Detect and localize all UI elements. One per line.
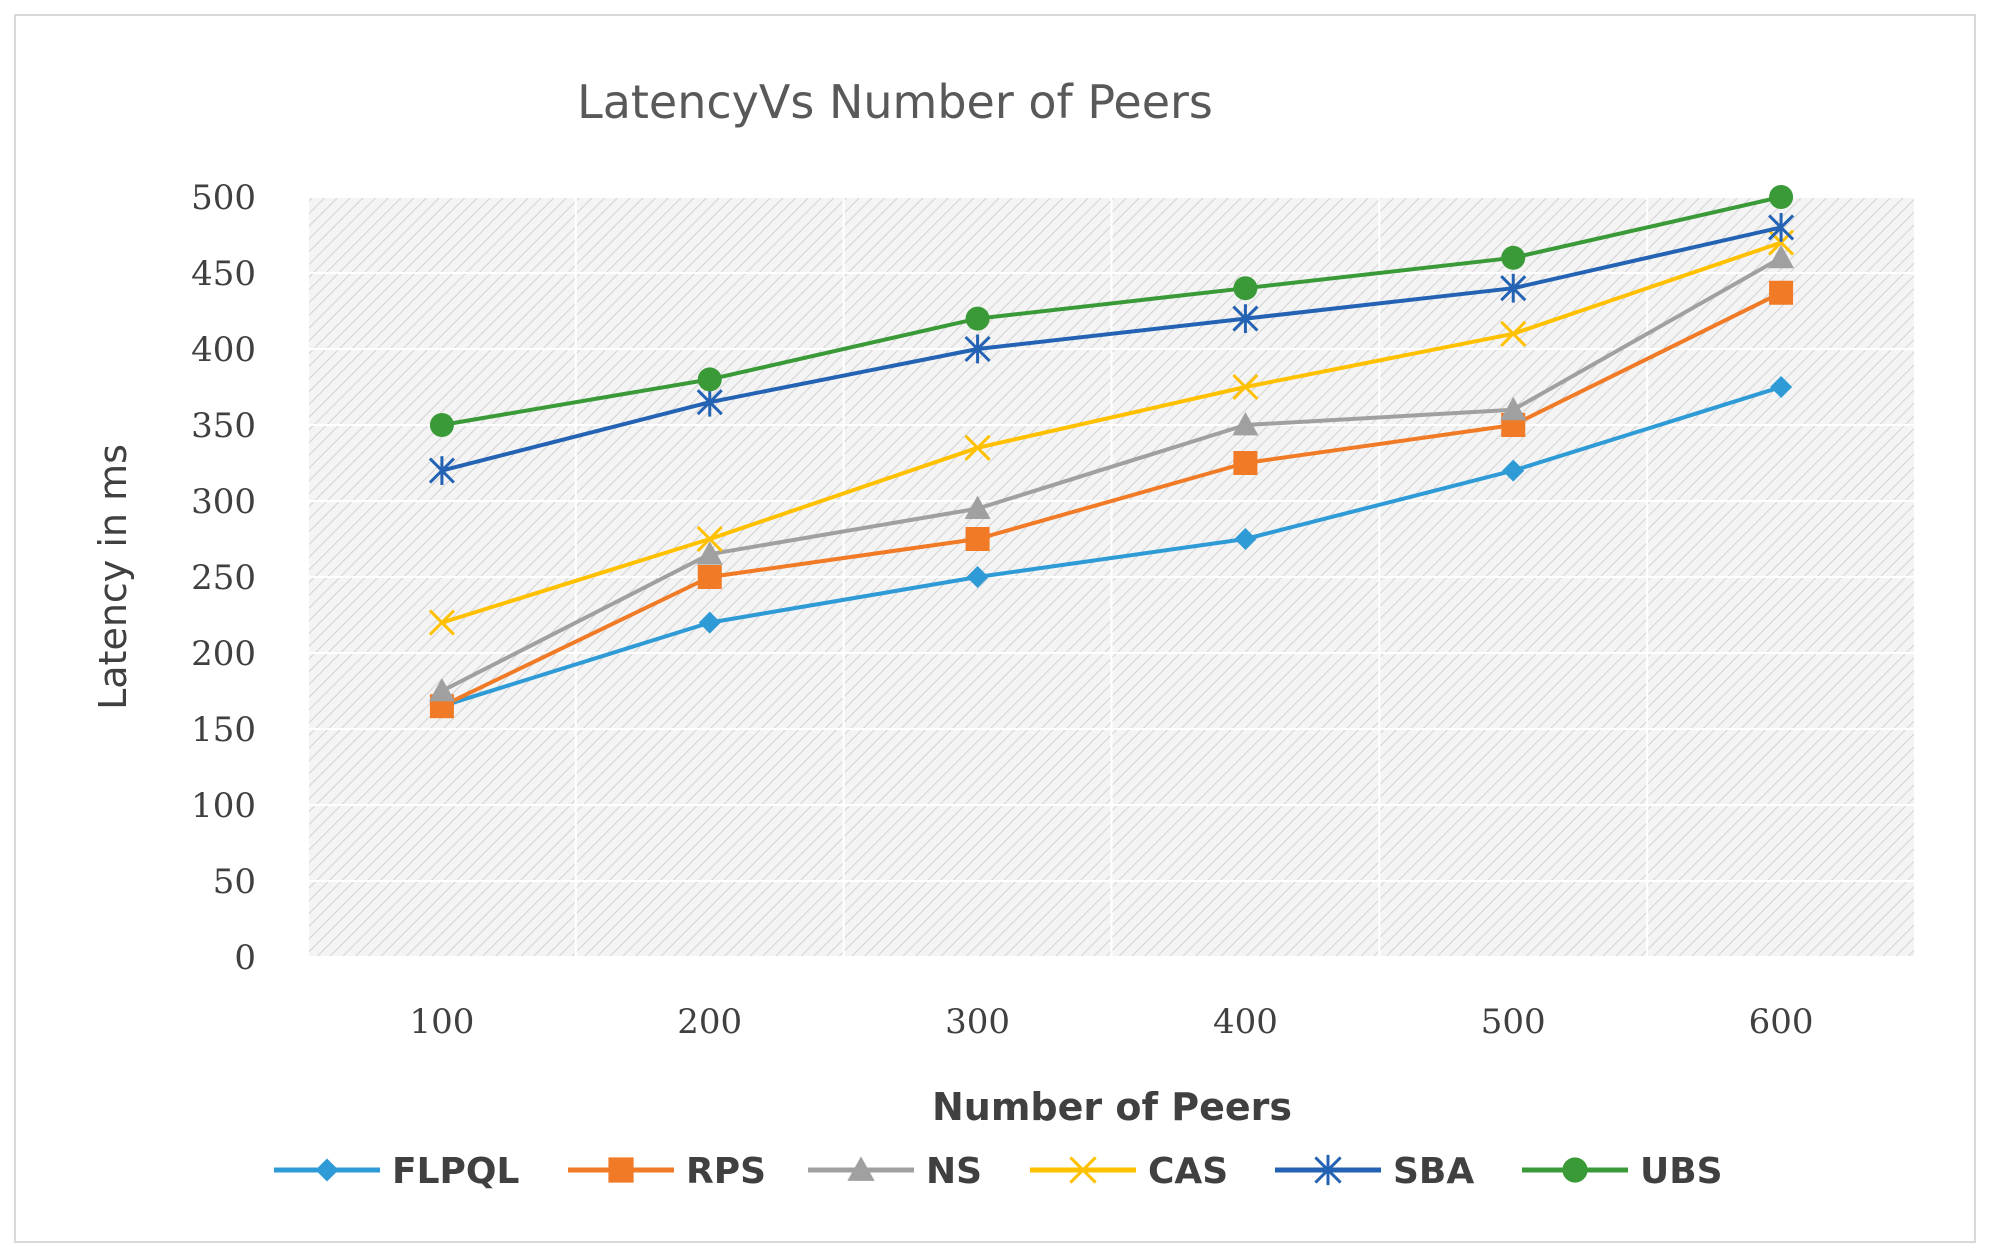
x-tick-label: 500: [1481, 1002, 1546, 1042]
data-point-cas: [1500, 320, 1527, 347]
y-tick-label: 350: [191, 406, 256, 446]
legend-item-flpql: FLPQL: [274, 1151, 519, 1192]
data-point-ns: [964, 495, 991, 519]
y-tick-label: 150: [191, 710, 256, 750]
data-point-ns: [1500, 396, 1527, 421]
data-point-sba: [696, 387, 723, 417]
y-axis-ticks: 0 50 100 150 200 250 300 350 400 450 500: [191, 178, 256, 978]
data-point-flpql: [698, 611, 721, 634]
data-point-rps: [697, 565, 722, 589]
data-point-rps: [1233, 451, 1258, 475]
series-line-rps: [441, 290, 1782, 709]
y-tick-label: 200: [191, 634, 256, 674]
y-tick-label: 400: [191, 330, 256, 370]
legend-marker-sba: [1314, 1154, 1342, 1186]
x-tick-label: 600: [1749, 1002, 1814, 1042]
legend-marker-ubs: [1562, 1157, 1588, 1183]
legend-item-cas: CAS: [1030, 1151, 1228, 1192]
legend-marker-flpql: [315, 1158, 339, 1182]
data-point-cas: [696, 525, 723, 553]
series-line-cas: [441, 240, 1782, 625]
data-point-ubs: [1501, 245, 1526, 270]
legend-label: UBS: [1640, 1151, 1723, 1192]
series-lines: [428, 185, 1795, 719]
x-tick-label: 300: [945, 1002, 1010, 1042]
legend-marker-rps: [608, 1157, 634, 1183]
series-line-ubs: [441, 195, 1782, 427]
y-tick-label: 250: [191, 558, 256, 598]
data-point-flpql: [1502, 459, 1525, 482]
legend-label: RPS: [686, 1151, 766, 1192]
legend-label: FLPQL: [392, 1151, 519, 1192]
data-point-ns: [1768, 244, 1795, 269]
data-point-sba: [1232, 304, 1259, 333]
data-point-cas: [428, 609, 455, 636]
data-point-ubs: [1233, 276, 1258, 301]
data-point-ns: [696, 541, 723, 565]
legend: FLPQL RPS NS CAS SBA UBS: [274, 1151, 1723, 1192]
data-point-sba: [428, 456, 455, 485]
legend-item-sba: SBA: [1275, 1151, 1474, 1192]
legend-label: NS: [926, 1151, 982, 1192]
y-tick-label: 100: [191, 786, 256, 826]
legend-item-rps: RPS: [568, 1151, 766, 1192]
series-line-ns: [441, 256, 1783, 693]
data-point-ns: [1232, 412, 1259, 436]
data-point-rps: [965, 527, 990, 551]
x-tick-label: 100: [409, 1002, 474, 1042]
chart-title: LatencyVs Number of Peers: [577, 75, 1213, 129]
data-point-sba: [964, 334, 991, 364]
data-point-flpql: [1770, 376, 1793, 398]
y-tick-label: 300: [191, 482, 256, 522]
data-point-ubs: [965, 306, 990, 331]
legend-label: CAS: [1148, 1151, 1228, 1192]
y-axis-title: Latency in ms: [91, 444, 135, 710]
legend-marker-ns: [847, 1156, 875, 1181]
x-tick-label: 400: [1213, 1002, 1278, 1042]
series-line-flpql: [441, 385, 1782, 709]
data-point-cas: [1232, 373, 1259, 401]
data-point-ubs: [697, 367, 722, 392]
data-point-ns: [428, 678, 455, 702]
y-tick-label: 500: [191, 178, 256, 218]
data-point-flpql: [1234, 528, 1257, 550]
data-point-cas: [964, 434, 991, 461]
data-point-flpql: [966, 566, 989, 588]
legend-item-ubs: UBS: [1522, 1151, 1723, 1192]
data-point-ubs: [429, 413, 454, 437]
legend-marker-cas: [1069, 1156, 1097, 1184]
data-point-ubs: [1769, 185, 1794, 209]
data-point-rps: [1769, 280, 1794, 305]
y-tick-label: 0: [234, 938, 256, 978]
x-axis-ticks: 100 200 300 400 500 600: [409, 1002, 1813, 1042]
x-axis-title: Number of Peers: [932, 1085, 1292, 1129]
legend-item-ns: NS: [808, 1151, 982, 1192]
y-tick-label: 450: [191, 254, 256, 294]
data-point-sba: [1768, 213, 1795, 242]
series-line-sba: [441, 225, 1782, 473]
data-point-sba: [1500, 273, 1527, 303]
y-tick-label: 50: [213, 862, 256, 902]
legend-label: SBA: [1393, 1151, 1474, 1192]
x-tick-label: 200: [677, 1002, 742, 1042]
